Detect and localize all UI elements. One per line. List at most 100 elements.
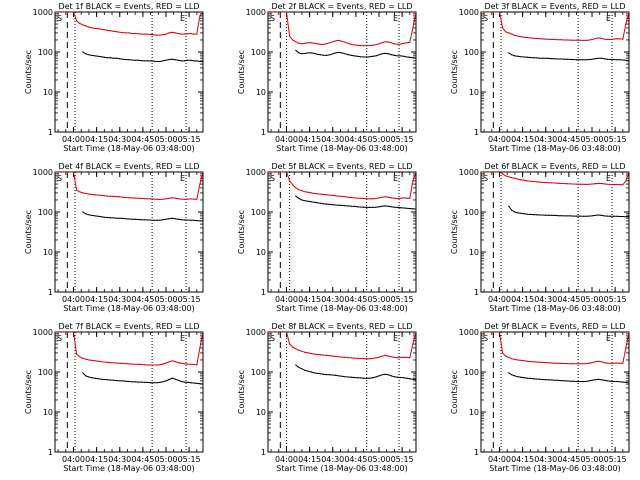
data-point-lld [153, 34, 155, 36]
y-tick-label: 1 [261, 448, 266, 457]
data-point-events [517, 376, 519, 378]
data-point-lld [134, 197, 136, 199]
data-point-lld [539, 361, 541, 363]
start-marker-label: S [57, 14, 62, 23]
data-point-lld [187, 363, 189, 365]
data-point-events [353, 376, 355, 379]
data-point-lld [366, 45, 368, 47]
data-point-lld [359, 44, 362, 47]
data-point-lld [502, 27, 504, 29]
data-point-lld [505, 31, 507, 33]
x-tick-label: 05:15 [391, 295, 414, 304]
data-point-lld [387, 41, 389, 43]
data-point-events [113, 217, 115, 219]
data-point-lld [492, 172, 494, 173]
data-point-lld [560, 182, 562, 184]
data-point-events [187, 59, 189, 61]
data-point-lld [168, 361, 170, 363]
data-point-events [372, 377, 374, 379]
end-marker-label: E [606, 14, 611, 23]
data-point-lld [307, 191, 309, 193]
x-tick-label: 04:45 [131, 135, 154, 144]
data-point-events [171, 377, 173, 379]
data-point-lld [174, 32, 176, 34]
plot-frame [54, 171, 204, 293]
data-point-lld [282, 332, 284, 333]
data-point-events [384, 205, 386, 207]
data-point-events [390, 206, 392, 208]
data-point-lld [285, 12, 288, 13]
data-point-events [625, 59, 627, 61]
data-point-events [526, 56, 528, 58]
data-point-lld [372, 44, 374, 46]
data-point-events [603, 215, 605, 217]
data-point-lld [551, 38, 553, 41]
data-point-lld [322, 43, 325, 46]
x-axis-label: Start Time (18-May-06 03:48:00) [489, 464, 620, 473]
data-point-lld [326, 354, 328, 356]
x-axis-label: Start Time (18-May-06 03:48:00) [63, 464, 194, 473]
data-point-lld [585, 39, 587, 42]
data-point-lld [341, 195, 343, 197]
data-point-lld [76, 20, 78, 22]
data-point-lld [279, 12, 281, 13]
data-point-lld [162, 34, 164, 36]
data-point-events [366, 377, 368, 379]
data-point-events [116, 57, 118, 59]
data-point-events [301, 199, 303, 201]
data-point-lld [505, 355, 507, 357]
data-point-events [131, 218, 133, 220]
data-point-events [415, 378, 416, 381]
data-point-lld [393, 43, 395, 45]
data-point-events [363, 377, 365, 379]
x-tick-label: 05:00 [580, 295, 603, 304]
chart-panel: Det 7f BLACK = Events, RED = LLD 1 10 100 10… [24, 322, 204, 473]
data-point-lld [548, 38, 550, 40]
data-point-lld [202, 332, 203, 333]
data-point-lld [483, 172, 485, 173]
data-point-events [304, 200, 306, 202]
data-point-lld [381, 196, 383, 198]
data-point-events [591, 379, 593, 381]
data-point-lld [125, 196, 127, 199]
y-axis-label: Counts/sec [237, 210, 246, 254]
data-point-lld [150, 198, 152, 200]
data-point-lld [609, 183, 612, 185]
data-point-lld [603, 38, 605, 40]
data-point-lld [57, 172, 59, 173]
data-point-lld [292, 346, 294, 348]
data-point-events [313, 372, 315, 374]
data-point-events [199, 220, 201, 222]
data-point-events [609, 215, 612, 217]
y-tick-label: 100 [251, 368, 266, 377]
y-tick-label: 1000 [459, 8, 479, 17]
data-point-lld [498, 172, 501, 173]
data-point-lld [183, 363, 186, 365]
data-point-events [628, 381, 629, 383]
end-marker-label: E [180, 174, 185, 183]
data-point-lld [171, 197, 173, 199]
data-point-events [539, 57, 541, 59]
data-point-events [557, 379, 559, 381]
data-point-lld [597, 360, 599, 362]
data-point-events [396, 206, 399, 208]
data-point-events [88, 54, 90, 56]
data-point-events [597, 214, 599, 216]
data-point-events [88, 376, 90, 378]
x-tick-label: 04:15 [85, 295, 108, 304]
data-point-events [526, 377, 528, 379]
data-point-events [295, 49, 297, 51]
data-point-lld [356, 197, 358, 199]
data-point-events [304, 52, 306, 55]
data-point-events [134, 218, 136, 220]
data-point-lld [63, 12, 65, 13]
x-tick-label: 05:00 [580, 455, 603, 464]
data-point-events [347, 205, 349, 207]
data-point-events [579, 59, 581, 61]
data-point-lld [514, 177, 516, 179]
end-marker-label: E [393, 174, 398, 183]
data-point-lld [91, 27, 93, 29]
data-point-events [554, 379, 556, 381]
data-point-lld [489, 332, 491, 333]
data-point-lld [526, 360, 528, 362]
